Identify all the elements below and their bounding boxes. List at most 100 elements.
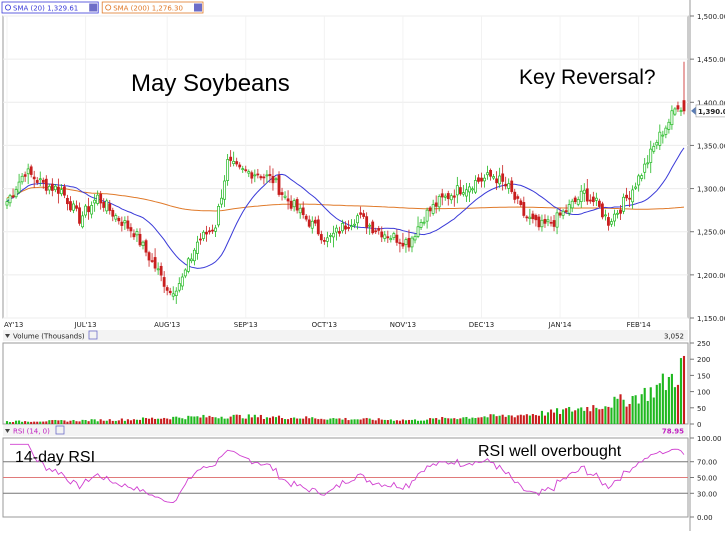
candle-body <box>147 252 151 261</box>
candle-body <box>498 175 502 185</box>
volume-bar <box>217 418 220 424</box>
candle <box>604 209 607 221</box>
volume-bar <box>54 419 57 424</box>
volume-bar <box>546 412 550 424</box>
volume-bar <box>592 405 595 424</box>
candle-body <box>56 186 60 194</box>
candle <box>235 157 239 167</box>
candle <box>452 189 456 207</box>
candle <box>398 238 402 253</box>
volume-bar <box>15 420 18 424</box>
candle <box>392 231 396 241</box>
candle-body <box>283 195 287 198</box>
volume-bar <box>519 414 522 424</box>
volume-bar <box>223 418 226 424</box>
candle-body <box>392 233 396 239</box>
candle <box>552 215 556 232</box>
candle-body <box>419 222 423 228</box>
candle-body <box>90 205 94 215</box>
volume-bar <box>416 420 420 424</box>
candle-body <box>368 224 372 227</box>
candle-body <box>449 195 453 201</box>
rsi-tick-label: 30.00 <box>697 490 717 498</box>
volume-bar <box>616 398 619 424</box>
legend-close-icon <box>89 3 98 12</box>
candle <box>335 224 338 241</box>
candle <box>211 224 214 234</box>
candle-body <box>180 276 184 287</box>
candle-body <box>594 197 598 201</box>
volume-max-label: 3,052 <box>664 333 684 341</box>
y-tick-label: 1,200.00 <box>697 272 725 280</box>
last-price-label: 1,390.00 <box>698 108 725 116</box>
candle <box>486 165 489 180</box>
candle-body <box>171 293 175 297</box>
candle-body <box>44 178 48 191</box>
volume-bar <box>196 416 199 424</box>
candle <box>365 212 369 235</box>
candle <box>582 183 586 202</box>
candle-body <box>217 205 220 226</box>
volume-bar <box>144 418 148 424</box>
volume-bar <box>625 406 628 424</box>
candle <box>655 139 659 150</box>
legend-close-icon <box>194 3 202 12</box>
candle <box>431 199 435 216</box>
candle-body <box>483 177 486 182</box>
candle <box>123 216 127 230</box>
candle <box>208 227 211 235</box>
volume-bar <box>525 414 528 424</box>
candle-body <box>310 220 314 229</box>
candle <box>591 191 595 207</box>
candle <box>461 184 465 197</box>
candle-body <box>214 227 217 232</box>
volume-bar <box>293 417 296 424</box>
candle <box>616 209 619 219</box>
candle-body <box>389 238 393 241</box>
candle <box>217 203 220 228</box>
legend-dot-icon <box>5 4 11 11</box>
y-tick-label: 1,150.00 <box>697 315 725 323</box>
candle-body <box>528 216 532 219</box>
candle <box>17 173 21 195</box>
candle <box>597 198 601 209</box>
volume-bar <box>326 419 329 424</box>
candle <box>407 229 411 252</box>
candle-body <box>365 216 369 228</box>
candle-body <box>229 156 233 161</box>
candle <box>525 215 529 222</box>
volume-bar <box>226 418 229 424</box>
volume-bar <box>583 410 586 424</box>
chart-title: May Soybeans <box>131 70 290 97</box>
volume-bar <box>643 387 646 424</box>
candle-body <box>347 226 350 229</box>
volume-bar <box>320 418 323 424</box>
candle-body <box>661 134 665 137</box>
candle <box>543 214 547 228</box>
volume-bar <box>108 419 111 424</box>
volume-bar <box>123 420 126 424</box>
candle <box>159 262 163 282</box>
candle <box>44 175 48 195</box>
candle <box>443 193 447 201</box>
candle-body <box>667 121 671 130</box>
candle <box>649 140 653 174</box>
candle-body <box>186 258 190 272</box>
volume-bar <box>631 396 634 424</box>
candle-body <box>223 180 227 200</box>
volume-bar <box>78 421 81 424</box>
candle <box>625 187 628 202</box>
candle <box>558 208 562 218</box>
volume-tick-label: 200 <box>697 356 710 364</box>
candle <box>549 216 553 227</box>
candle <box>613 209 616 227</box>
candle-body <box>111 209 115 217</box>
volume-bar <box>398 420 401 424</box>
candle <box>519 198 523 207</box>
volume-bar <box>501 414 504 424</box>
candle-body <box>38 178 42 181</box>
candle <box>328 232 332 243</box>
candle-body <box>183 269 187 277</box>
candle-body <box>501 173 505 182</box>
volume-bar <box>598 409 601 424</box>
